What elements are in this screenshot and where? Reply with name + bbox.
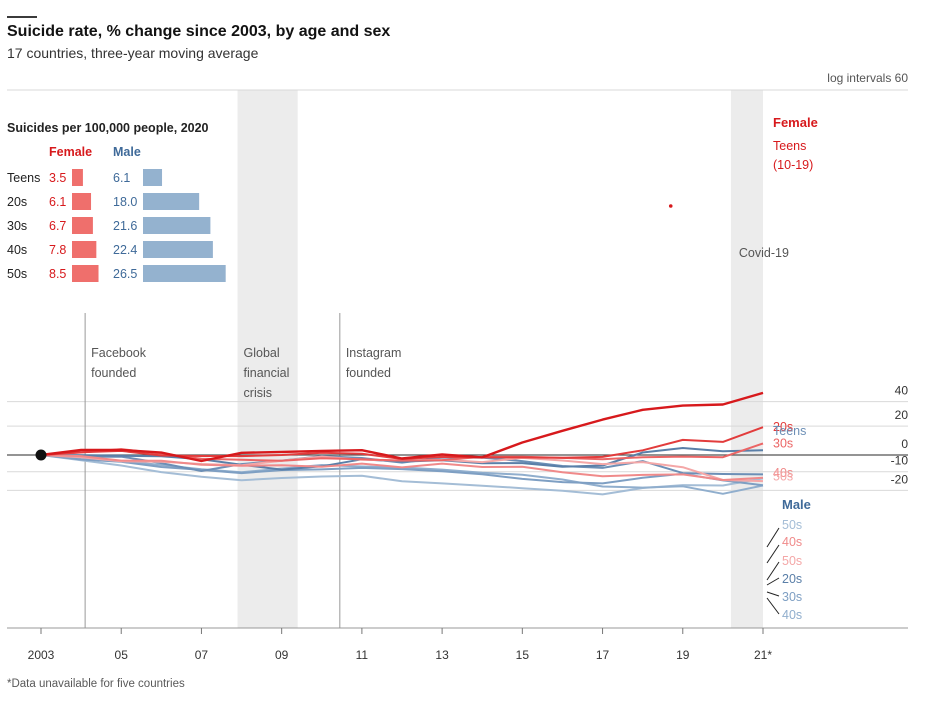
inset-male-bar xyxy=(143,169,163,186)
inset-male-value: 21.6 xyxy=(113,219,137,233)
shaded-period-1 xyxy=(730,90,763,628)
end-label-stack: 50s xyxy=(782,554,802,568)
event-label: Instagram xyxy=(346,346,402,360)
inset-female-value: 8.5 xyxy=(49,267,66,281)
x-tick-label: 07 xyxy=(195,648,209,662)
inset-male-value: 26.5 xyxy=(113,267,137,281)
y-tick-label: 40 xyxy=(895,384,909,398)
leader-line xyxy=(766,527,780,548)
crisis-label: crisis xyxy=(244,386,272,400)
inset-row-age: 40s xyxy=(7,243,27,257)
end-label-stack: 30s xyxy=(782,590,802,604)
end-label-stack: 40s xyxy=(782,535,802,549)
inset-row-age: 30s xyxy=(7,219,27,233)
inset-female-value: 7.8 xyxy=(49,243,66,257)
legend-male: Male xyxy=(782,497,811,512)
inset-male-value: 22.4 xyxy=(113,243,137,257)
end-label-male: Teens xyxy=(773,424,806,438)
leader-line xyxy=(766,577,780,586)
inset-female-value: 6.7 xyxy=(49,219,66,233)
series-line-female-teens-10-19- xyxy=(40,391,764,463)
series-line-female-40s xyxy=(40,454,764,481)
y-tick-label: -20 xyxy=(891,472,909,486)
inset-female-bar xyxy=(72,169,83,186)
leader-line xyxy=(766,561,780,581)
crisis-label: financial xyxy=(244,366,290,380)
inset-female-value: 6.1 xyxy=(49,195,66,209)
end-label-female: 50s xyxy=(773,470,793,484)
x-tick-label: 17 xyxy=(596,648,610,662)
chart-title: Suicide rate, % change since 2003, by ag… xyxy=(7,23,391,40)
end-label-female: 20s xyxy=(773,420,793,434)
inset-male-bar xyxy=(143,217,211,234)
x-tick-label: 13 xyxy=(435,648,449,662)
series-line-male-teens xyxy=(40,454,764,476)
x-tick-label: 2003 xyxy=(28,648,55,662)
chart-subtitle: 17 countries, three-year moving average xyxy=(7,45,259,61)
leader-line xyxy=(766,544,780,564)
origin-dot xyxy=(35,449,47,461)
leader-line xyxy=(766,591,780,597)
y-tick-label: -10 xyxy=(891,454,909,468)
chart-footnote: *Data unavailable for five countries xyxy=(7,678,185,690)
inset-female-bar xyxy=(72,193,92,210)
end-label-female: 30s xyxy=(773,437,793,451)
inset-female-bar xyxy=(72,217,93,234)
event-label: founded xyxy=(346,366,391,380)
series-line-male-30s xyxy=(40,454,764,487)
end-label-female: Teens xyxy=(773,139,806,153)
inset-row-age: Teens xyxy=(7,171,40,185)
covid-label: Covid-19 xyxy=(739,246,789,260)
inset-title: Suicides per 100,000 people, 2020 xyxy=(7,121,209,135)
y-tick-label: 0 xyxy=(901,437,908,451)
data-point-marker xyxy=(668,204,673,208)
x-tick-label: 11 xyxy=(356,648,369,662)
event-label: founded xyxy=(91,366,136,380)
inset-header-female: Female xyxy=(49,145,92,159)
inset-male-value: 18.0 xyxy=(113,195,137,209)
end-label-female: (10-19) xyxy=(773,158,813,172)
inset-header-male: Male xyxy=(113,145,141,159)
series-line-female-20s xyxy=(40,426,764,460)
event-label: Facebook xyxy=(91,346,147,360)
crisis-label: Global xyxy=(244,346,280,360)
inset-male-bar xyxy=(143,265,226,282)
legend-female: Female xyxy=(773,115,818,130)
x-tick-label: 09 xyxy=(275,648,289,662)
inset-male-bar xyxy=(143,241,213,258)
end-label-stack: 50s xyxy=(782,518,802,532)
inset-row-age: 50s xyxy=(7,267,27,281)
y-tick-label: 20 xyxy=(895,408,909,422)
end-label-stack: 40s xyxy=(782,608,802,622)
shaded-period-0 xyxy=(237,90,298,628)
end-label-female: 40s xyxy=(773,466,793,480)
end-label-stack: 20s xyxy=(782,572,802,586)
x-tick-label: 21* xyxy=(754,648,772,662)
y-axis-note: log intervals 60 xyxy=(827,71,908,85)
inset-female-bar xyxy=(72,241,97,258)
inset-row-age: 20s xyxy=(7,195,27,209)
inset-female-bar xyxy=(72,265,99,282)
inset-male-bar xyxy=(143,193,200,210)
header-rule xyxy=(7,16,37,18)
x-tick-label: 15 xyxy=(516,648,530,662)
leader-line xyxy=(766,597,780,615)
x-tick-label: 19 xyxy=(676,648,690,662)
inset-female-value: 3.5 xyxy=(49,171,66,185)
x-tick-label: 05 xyxy=(115,648,129,662)
inset-male-value: 6.1 xyxy=(113,171,130,185)
